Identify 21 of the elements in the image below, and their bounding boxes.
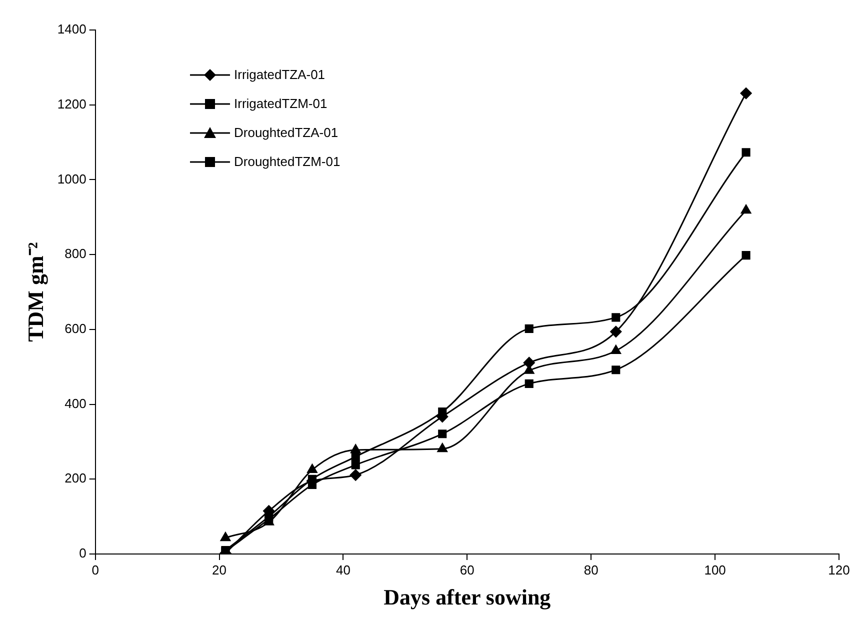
y-tick-label: 1200 (57, 96, 86, 112)
y-tick-label: 200 (64, 470, 86, 486)
y-axis-title: TDM gm⁻² (22, 242, 48, 342)
y-tick-label: 0 (79, 546, 86, 561)
x-tick-label: 40 (336, 562, 350, 578)
x-tick-label: 120 (828, 562, 850, 578)
legend-label: IrrigatedTZM-01 (234, 96, 328, 111)
y-tick-label: 1400 (57, 22, 86, 37)
legend-label: DroughtedTZM-01 (234, 154, 340, 169)
x-tick-label: 20 (212, 562, 226, 578)
x-tick-label: 60 (460, 562, 474, 578)
y-tick-label: 400 (64, 396, 86, 411)
y-tick-label: 600 (64, 321, 86, 336)
x-tick-label: 100 (704, 562, 726, 578)
y-tick-label: 800 (64, 246, 86, 262)
x-tick-label: 80 (584, 562, 598, 578)
x-axis-title: Days after sowing (384, 584, 551, 610)
x-tick-label: 0 (92, 562, 99, 578)
y-tick-label: 1000 (57, 171, 86, 186)
legend-label: DroughtedTZA-01 (234, 125, 338, 140)
legend-label: IrrigatedTZA-01 (234, 67, 326, 82)
